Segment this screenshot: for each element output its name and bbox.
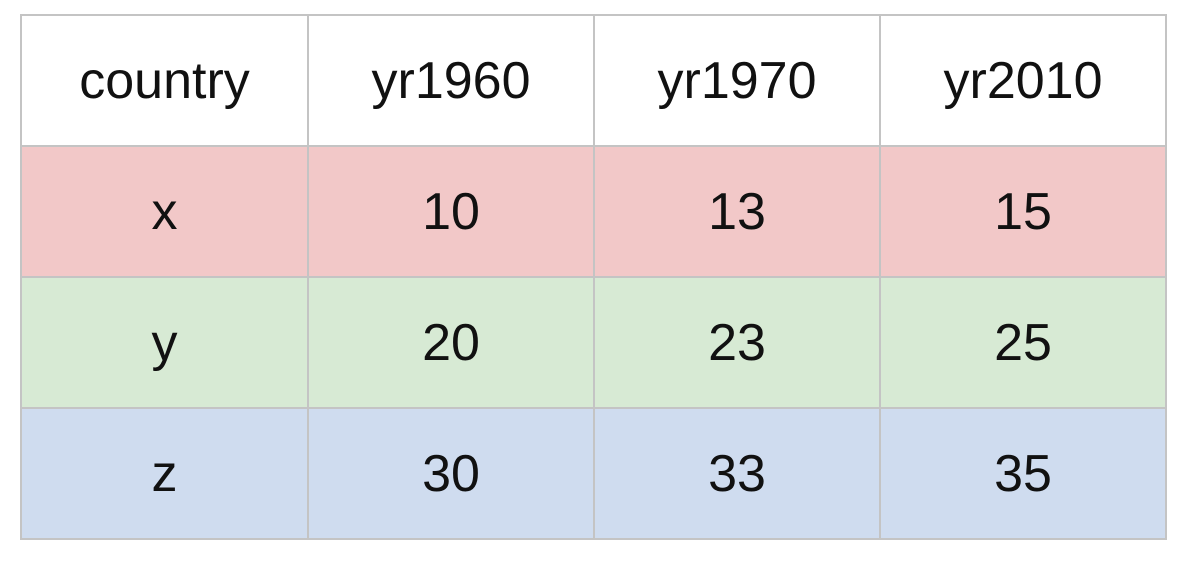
header-yr1970: yr1970: [593, 14, 881, 147]
cell-yr2010: 15: [879, 145, 1167, 278]
cell-yr2010: 35: [879, 407, 1167, 540]
header-yr1960: yr1960: [307, 14, 595, 147]
header-row: country yr1960 yr1970 yr2010: [20, 14, 1167, 147]
cell-yr1970: 23: [593, 276, 881, 409]
cell-yr2010: 25: [879, 276, 1167, 409]
table-row-y: y 20 23 25: [20, 276, 1167, 409]
cell-country: y: [20, 276, 309, 409]
header-country: country: [20, 14, 309, 147]
data-table: country yr1960 yr1970 yr2010 x 10 13 15 …: [20, 14, 1167, 540]
cell-yr1960: 30: [307, 407, 595, 540]
cell-country: z: [20, 407, 309, 540]
header-yr2010: yr2010: [879, 14, 1167, 147]
table-row-x: x 10 13 15: [20, 145, 1167, 278]
table-body: x 10 13 15 y 20 23 25 z 30 33 35: [20, 145, 1167, 540]
cell-yr1960: 20: [307, 276, 595, 409]
cell-yr1960: 10: [307, 145, 595, 278]
cell-yr1970: 13: [593, 145, 881, 278]
table-header: country yr1960 yr1970 yr2010: [20, 14, 1167, 147]
cell-country: x: [20, 145, 309, 278]
table-row-z: z 30 33 35: [20, 407, 1167, 540]
cell-yr1970: 33: [593, 407, 881, 540]
